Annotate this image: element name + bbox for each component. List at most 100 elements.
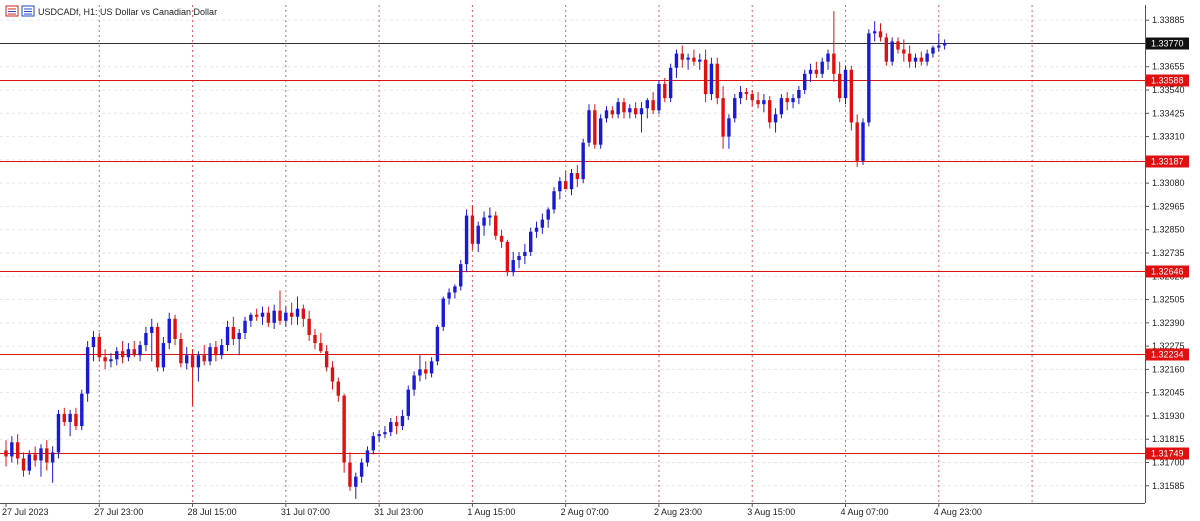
candle-body-bear xyxy=(21,458,26,471)
candle-body-bull xyxy=(80,393,84,427)
candle xyxy=(563,171,568,190)
candle xyxy=(476,221,480,252)
candle xyxy=(359,458,364,483)
candle-body-bear xyxy=(62,413,66,423)
candle-body-bear xyxy=(878,31,883,38)
candle-body-bull xyxy=(645,100,649,109)
candle-body-bear xyxy=(855,122,859,161)
x-tick-label: 27 Jul 23:00 xyxy=(94,507,143,517)
y-tick-label: 1.32275 xyxy=(1152,341,1185,351)
candle xyxy=(50,446,55,483)
candle-body-bull xyxy=(453,286,457,293)
candle-body-bull xyxy=(68,413,72,423)
candle-body-bear xyxy=(301,308,306,319)
candle xyxy=(610,106,615,119)
candle-body-bull xyxy=(354,476,358,487)
candle-body-bear xyxy=(348,462,352,487)
candle xyxy=(558,177,562,200)
candle xyxy=(406,385,410,420)
horizontal-levels xyxy=(0,43,1145,454)
candle xyxy=(330,361,335,390)
candle-body-bear xyxy=(837,73,842,99)
candle-body-bull xyxy=(872,31,877,34)
candle xyxy=(727,114,731,149)
candle xyxy=(74,407,78,431)
time-axis: 27 Jul 2023 27 Jul 23:00 28 Jul 15:00 31 Ju… xyxy=(0,503,1145,517)
candle xyxy=(738,85,743,105)
level-label-bg xyxy=(1146,348,1189,361)
candle-body-bull xyxy=(686,57,690,60)
x-tick-label: 28 Jul 15:00 xyxy=(188,507,237,517)
candle-body-bear xyxy=(563,181,568,190)
candle-body-bull xyxy=(412,375,416,390)
candle-body-bull xyxy=(418,369,422,376)
candle-body-bull xyxy=(552,191,556,210)
window-menu-icon[interactable] xyxy=(5,5,19,17)
candle-body-bull xyxy=(843,69,848,99)
candle-body-bull xyxy=(779,98,784,115)
candle-body-bear xyxy=(849,69,854,123)
candle-body-bull xyxy=(598,118,603,145)
candle-body-bull xyxy=(738,92,743,99)
candle xyxy=(773,108,778,133)
candle xyxy=(243,316,247,340)
candle xyxy=(581,138,585,184)
candle xyxy=(389,417,393,437)
y-tick-label: 1.32160 xyxy=(1152,364,1185,374)
level-label-bg xyxy=(1146,265,1189,278)
candle-body-bull xyxy=(115,351,119,360)
candle-body-bear xyxy=(214,347,218,356)
candle xyxy=(587,104,591,147)
candles xyxy=(4,11,947,499)
current-price-label: 1.33770 xyxy=(1151,39,1184,49)
candle-body-bull xyxy=(237,332,241,340)
candle-body-bear xyxy=(330,367,335,382)
candle xyxy=(307,310,311,342)
candle xyxy=(622,98,626,119)
y-tick-label: 1.33655 xyxy=(1152,62,1185,72)
candle-body-bear xyxy=(289,312,294,317)
candle xyxy=(68,409,72,437)
candle-body-bear xyxy=(120,351,125,358)
chart-title: USDCADf, H1: US Dollar vs Canadian Dolla… xyxy=(38,7,217,17)
y-tick-label: 1.33080 xyxy=(1152,178,1185,188)
candle xyxy=(616,98,620,119)
candle xyxy=(657,79,661,115)
candle-body-bull xyxy=(50,452,55,463)
candle xyxy=(744,88,749,101)
candle-body-bull xyxy=(185,355,189,364)
y-tick-label: 1.31930 xyxy=(1152,411,1185,421)
candle-body-bear xyxy=(103,357,107,362)
candle-body-bear xyxy=(680,53,684,60)
candle-body-bear xyxy=(499,235,504,242)
candle xyxy=(272,304,276,329)
candle xyxy=(132,341,136,358)
candle xyxy=(424,361,428,380)
candle xyxy=(488,207,492,226)
y-tick-label: 1.31815 xyxy=(1152,434,1185,444)
candle-body-bull xyxy=(488,215,492,218)
candle xyxy=(155,322,160,372)
y-tick-label: 1.31700 xyxy=(1152,458,1185,468)
candle-body-bull xyxy=(435,326,440,362)
candle xyxy=(459,260,463,291)
candle xyxy=(144,326,148,352)
candle xyxy=(797,85,801,105)
candle-body-bull xyxy=(284,312,288,321)
candle-body-bull xyxy=(674,53,679,68)
candle-body-bull xyxy=(243,320,247,333)
candle xyxy=(202,345,206,366)
candle xyxy=(254,308,259,321)
candle xyxy=(890,37,894,66)
candle xyxy=(324,345,329,372)
window-menu-icon-2[interactable] xyxy=(21,5,35,17)
candle-body-bull xyxy=(429,361,434,374)
candle xyxy=(855,114,859,167)
candle xyxy=(400,409,405,431)
candle-body-bull xyxy=(441,298,445,327)
candle-body-bull xyxy=(773,114,778,123)
candle-body-bear xyxy=(633,108,638,115)
candle xyxy=(33,446,37,467)
